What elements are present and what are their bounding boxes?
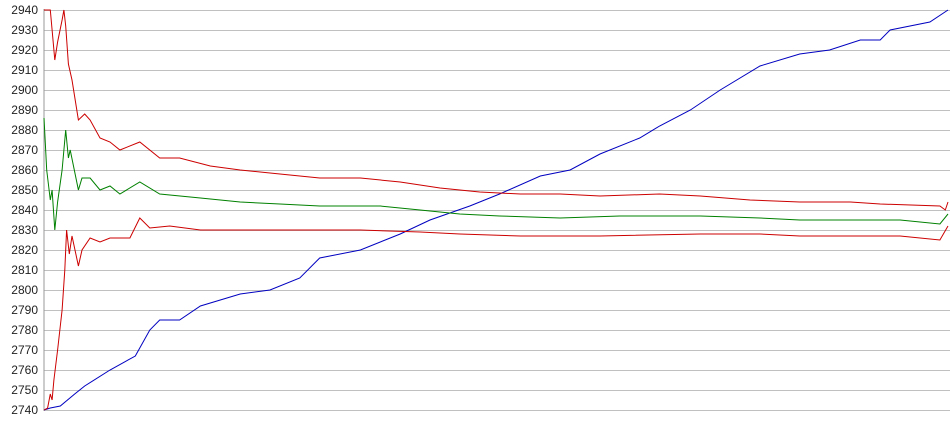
y-tick-label: 2900 — [11, 83, 38, 97]
y-tick-label: 2890 — [11, 103, 38, 117]
y-tick-label: 2760 — [11, 363, 38, 377]
y-tick-label: 2880 — [11, 123, 38, 137]
y-tick-label: 2750 — [11, 383, 38, 397]
y-tick-label: 2860 — [11, 163, 38, 177]
y-tick-label: 2810 — [11, 263, 38, 277]
y-axis-ticks: 2740 2750 2760 2770 2780 2790 2800 2810 2820 2830… — [11, 3, 38, 417]
gridlines — [44, 10, 950, 411]
y-tick-label: 2780 — [11, 323, 38, 337]
y-tick-label: 2820 — [11, 243, 38, 257]
y-tick-label: 2870 — [11, 143, 38, 157]
y-tick-label: 2940 — [11, 3, 38, 17]
y-tick-label: 2920 — [11, 43, 38, 57]
y-tick-label: 2770 — [11, 343, 38, 357]
series-line-0 — [43, 9, 949, 411]
series-line-1 — [44, 9, 949, 211]
series-line-3 — [43, 217, 949, 411]
y-tick-label: 2930 — [11, 23, 38, 37]
series-lines — [43, 9, 949, 411]
series-line-2 — [43, 117, 949, 231]
y-tick-label: 2740 — [11, 403, 38, 417]
y-tick-label: 2910 — [11, 63, 38, 77]
y-tick-label: 2850 — [11, 183, 38, 197]
y-tick-label: 2840 — [11, 203, 38, 217]
y-tick-label: 2830 — [11, 223, 38, 237]
y-tick-label: 2790 — [11, 303, 38, 317]
y-tick-label: 2800 — [11, 283, 38, 297]
